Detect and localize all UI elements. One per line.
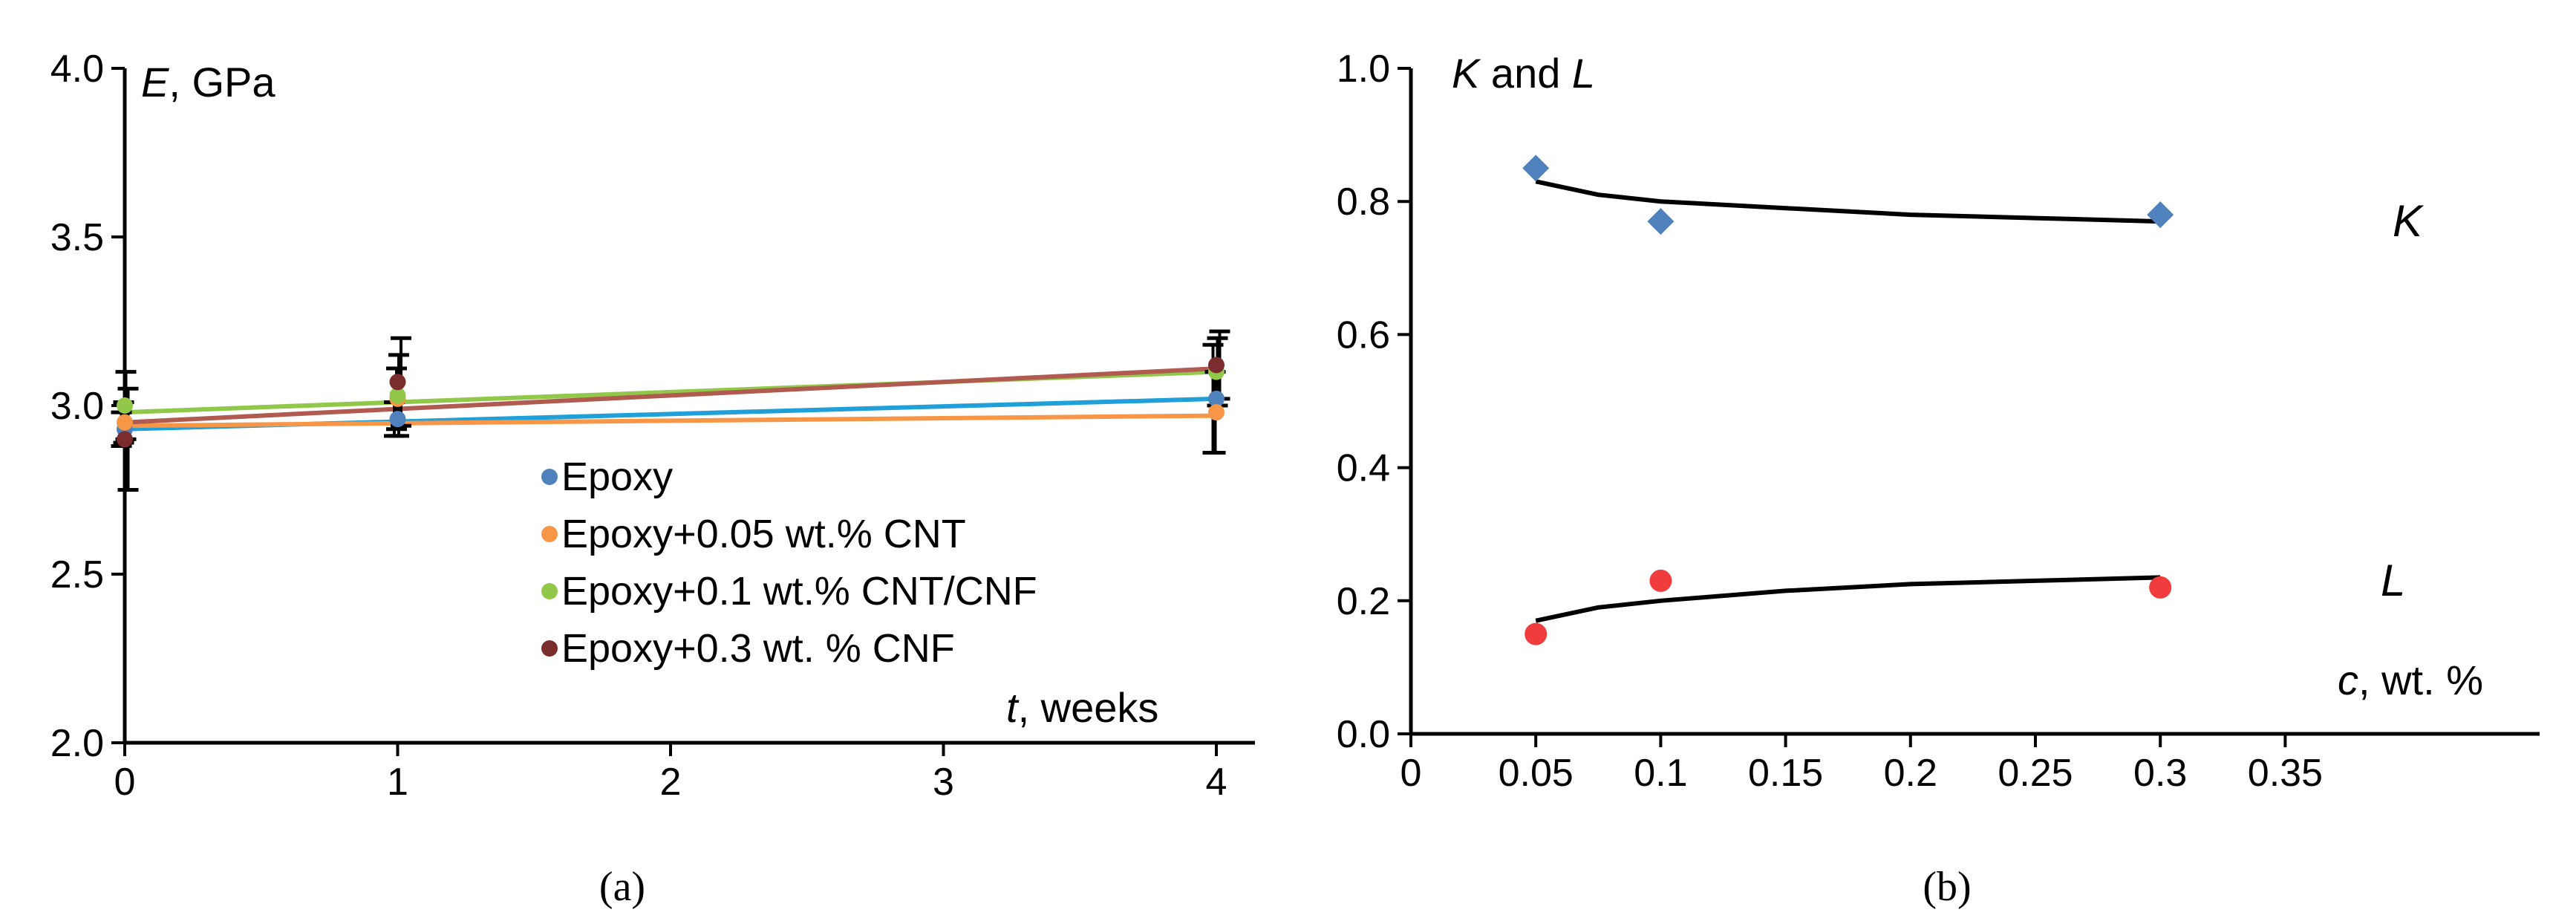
b-panel-label: (b) <box>1923 864 1971 910</box>
b-fit-curve-K <box>1535 179 2161 224</box>
a-data-point-series-1 <box>117 414 133 431</box>
b-x-tick-label: 0.2 <box>1884 752 1937 795</box>
a-panel-label: (a) <box>599 864 645 910</box>
a-y-axis-title: E, GPa <box>141 59 275 105</box>
a-data-point-series-2 <box>117 397 133 414</box>
b-x-tick-label: 0 <box>1401 752 1422 795</box>
b-data-point-K <box>2147 201 2174 229</box>
a-x-tick-label: 2 <box>660 761 682 804</box>
a-x-axis-title: t, weeks <box>1006 684 1158 731</box>
a-y-tick-label: 3.5 <box>50 216 104 259</box>
b-series-label-L: L <box>2381 556 2405 605</box>
b-series-label-K: K <box>2393 196 2425 246</box>
a-data-point-series-3 <box>117 431 133 448</box>
a-data-point-series-1 <box>1208 404 1225 421</box>
a-y-tick-label: 3.0 <box>50 385 104 428</box>
a-trendline-1 <box>124 413 1217 429</box>
a-legend-marker-2 <box>541 583 558 599</box>
a-y-tick-label: 2.0 <box>50 722 104 765</box>
b-y-tick-label: 0.8 <box>1337 180 1390 224</box>
b-y-axis-title: K and L <box>1452 50 1595 97</box>
a-legend-label-2: Epoxy+0.1 wt.% CNT/CNF <box>561 569 1037 614</box>
a-y-tick-label: 4.0 <box>50 48 104 91</box>
a-legend-label-0: Epoxy <box>561 455 673 499</box>
b-x-tick-label: 0.3 <box>2133 752 2187 795</box>
a-data-point-series-3 <box>389 374 406 391</box>
a-x-tick-label: 0 <box>114 761 136 804</box>
b-data-point-L <box>1649 569 1672 592</box>
panel-b-chart: 0.0 0.2 0.4 0.6 0.8 1.0 0 0.05 0.1 0.15 0.2 0.25 0.3… <box>1337 48 2540 910</box>
a-legend-marker-1 <box>541 526 558 542</box>
a-legend-marker-0 <box>541 469 558 485</box>
b-y-tick-label: 1.0 <box>1337 48 1390 91</box>
b-x-tick-label: 0.05 <box>1499 752 1574 795</box>
b-x-tick-label: 0.25 <box>1998 752 2073 795</box>
a-legend-label-3: Epoxy+0.3 wt. % CNF <box>561 626 955 671</box>
b-data-point-L <box>1525 622 1548 645</box>
panel-a-chart: 2.0 2.5 3.0 3.5 4.0 0 1 2 3 4 E, GPa t, weeks Epoxy E… <box>50 48 1255 910</box>
a-data-point-series-3 <box>1208 357 1225 374</box>
b-fit-curve-L <box>1535 575 2161 623</box>
b-data-point-K <box>1647 208 1675 235</box>
a-legend-label-1: Epoxy+0.05 wt.% CNT <box>561 512 966 556</box>
b-y-tick-label: 0.4 <box>1337 447 1390 490</box>
b-y-tick-label: 0.0 <box>1337 713 1390 756</box>
b-x-tick-label: 0.1 <box>1634 752 1687 795</box>
a-data-point-series-0 <box>389 411 406 428</box>
b-x-tick-label: 0.15 <box>1748 752 1823 795</box>
b-data-point-K <box>1522 154 1550 182</box>
b-x-axis-title: c, wt. % <box>2338 657 2483 703</box>
a-data-point-series-2 <box>389 387 406 404</box>
a-legend-marker-3 <box>541 640 558 657</box>
a-data-point-series-0 <box>1208 390 1225 407</box>
a-x-tick-label: 4 <box>1206 761 1227 804</box>
b-y-tick-label: 0.6 <box>1337 313 1390 357</box>
b-y-tick-label: 0.2 <box>1337 580 1390 623</box>
a-x-tick-label: 1 <box>387 761 408 804</box>
b-x-tick-label: 0.35 <box>2248 752 2323 795</box>
a-trendline-3 <box>124 366 1217 425</box>
b-data-point-L <box>2149 576 2172 599</box>
a-y-tick-label: 2.5 <box>50 553 104 596</box>
a-x-tick-label: 3 <box>933 761 954 804</box>
